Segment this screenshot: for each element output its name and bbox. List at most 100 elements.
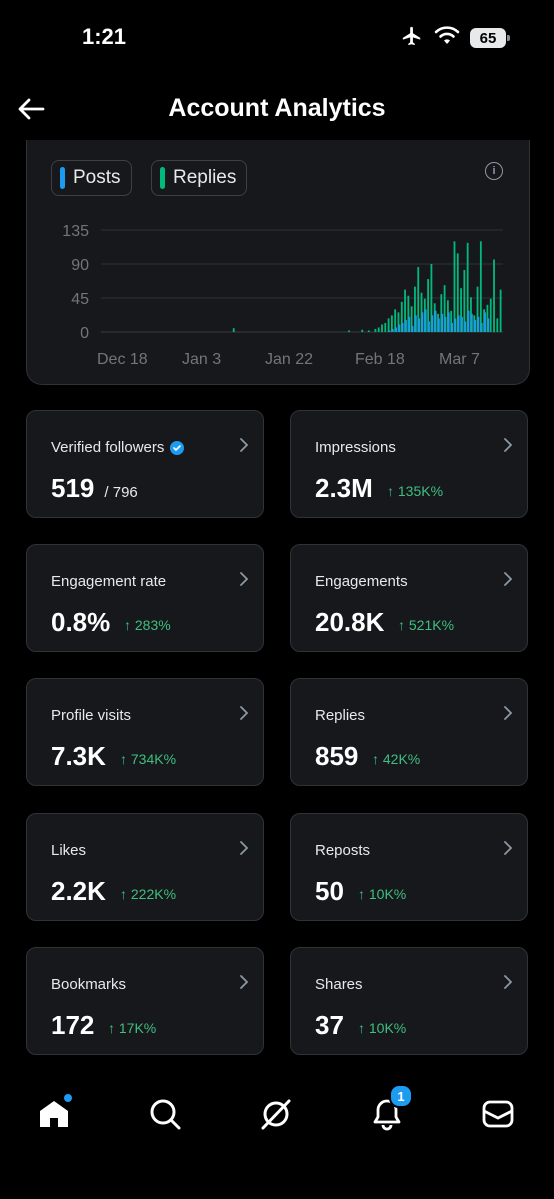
status-bar: 1:21 65 [0,0,554,76]
grok-icon [261,1099,291,1130]
chevron-right-icon [503,840,513,861]
notification-badge: 1 [389,1084,413,1108]
search-icon [150,1099,181,1130]
metric-change: ↑ 10K% [358,1020,407,1036]
metric-value-text: 859 [315,741,359,771]
metric-change: ↑ 135K% [387,483,444,499]
metric-value-text: 172 [51,1010,95,1040]
metric-change: ↑ 521K% [398,617,455,633]
metric-card-bookmarks[interactable]: Bookmarks 172 ↑ 17K% [26,947,264,1055]
posts-bar [480,322,483,332]
metric-label-text: Replies [315,707,366,724]
back-arrow-icon [18,98,45,120]
replies-bar [400,301,403,332]
replies-color-swatch [160,167,165,189]
y-tick-label: 90 [71,257,89,274]
metric-label: Bookmarks [51,976,126,993]
metric-label: Engagements [315,573,408,590]
posts-bar [431,315,434,332]
metric-label-text: Bookmarks [51,976,127,993]
posts-bar [424,309,427,332]
metric-change: ↑ 17K% [108,1020,157,1036]
replies-bar [381,324,383,332]
chevron-right-icon [503,974,513,995]
posts-bar [408,316,411,332]
replies-bar [394,309,397,332]
metric-label-text: Reposts [315,842,371,859]
metric-label-text: Verified followers [51,439,165,456]
tab-notifications[interactable]: 1 [367,1084,413,1134]
metric-card-impressions[interactable]: Impressions 2.3M ↑ 135K% [290,410,528,518]
metric-value: 0.8% [51,607,110,638]
tab-messages[interactable] [478,1094,518,1134]
legend-posts[interactable]: Posts [51,160,132,196]
metric-value: 7.3K [51,741,106,772]
replies-bar [423,298,426,332]
home-unread-dot [64,1094,72,1102]
legend-replies[interactable]: Replies [151,160,248,196]
metric-value: 2.2K [51,876,106,907]
metric-label: Reposts [315,842,370,859]
posts-bar [451,322,453,332]
metric-label: Impressions [315,439,396,456]
chevron-right-icon [239,437,249,458]
posts-bar [487,318,490,332]
metric-change: ↑ 734K% [120,751,177,767]
replies-bar [460,288,462,332]
chevron-right-icon [503,571,513,592]
replies-bar [440,294,443,332]
replies-bar [361,329,364,332]
tab-search[interactable] [145,1094,185,1134]
posts-bar [438,318,440,332]
activity-chart-card: Posts Replies i 135 90 45 0 Dec 18 Jan 3 Jan 2… [26,140,530,385]
metric-label-text: Shares [315,976,363,993]
metric-card-reposts[interactable]: Reposts 50 ↑ 10K% [290,813,528,921]
metric-card-shares[interactable]: Shares 37 ↑ 10K% [290,947,528,1055]
metric-label: Shares [315,976,363,993]
tab-grok[interactable] [256,1094,296,1134]
metric-label-text: Engagements [315,573,408,590]
metric-total: / 796 [104,484,138,501]
bar-chart: 135 90 45 0 Dec 18 Jan 3 Jan 22 Feb 18 Mar 7 [62,223,503,368]
metric-card-profile-visits[interactable]: Profile visits 7.3K ↑ 734K% [26,678,264,786]
y-tick-label: 135 [62,223,89,240]
metric-value-text: 519 [51,473,95,503]
tab-home[interactable] [34,1094,74,1134]
info-icon[interactable]: i [485,162,503,180]
posts-bar [484,312,486,332]
metric-value: 2.3M [315,473,373,504]
posts-bar [418,318,421,332]
back-button[interactable] [14,92,48,126]
posts-bar [405,319,407,332]
metric-value-text: 2.3M [315,473,373,503]
metric-change: ↑ 10K% [358,886,407,902]
posts-bar [401,322,404,332]
replies-bar [489,298,492,332]
bottom-tab-bar: 1 [0,1080,554,1160]
posts-bar [474,319,477,332]
metric-card-engagements[interactable]: Engagements 20.8K ↑ 521K% [290,544,528,652]
x-tick-label: Mar 7 [439,351,480,368]
metric-label-text: Engagement rate [51,573,167,590]
metric-card-replies[interactable]: Replies 859 ↑ 42K% [290,678,528,786]
legend-posts-label: Posts [73,167,121,188]
replies-bar [348,330,350,332]
replies-bar [430,264,433,332]
posts-bar [391,328,394,332]
replies-bar [414,286,416,332]
metric-value-text: 20.8K [315,607,385,637]
metric-value: 519 / 796 [51,473,138,504]
posts-bar [421,312,424,332]
replies-bar [496,318,499,332]
legend-replies-label: Replies [173,167,237,188]
x-tick-label: Jan 3 [182,351,221,368]
posts-bar [434,310,437,332]
replies-bar [443,285,446,332]
metric-card-engagement-rate[interactable]: Engagement rate 0.8% ↑ 283% [26,544,264,652]
posts-bar [477,316,480,332]
posts-bar [395,327,397,332]
metric-change: ↑ 283% [124,617,171,633]
replies-bar [499,289,502,332]
metric-card-verified-followers[interactable]: Verified followers 519 / 796 [26,410,264,518]
metric-card-likes[interactable]: Likes 2.2K ↑ 222K% [26,813,264,921]
